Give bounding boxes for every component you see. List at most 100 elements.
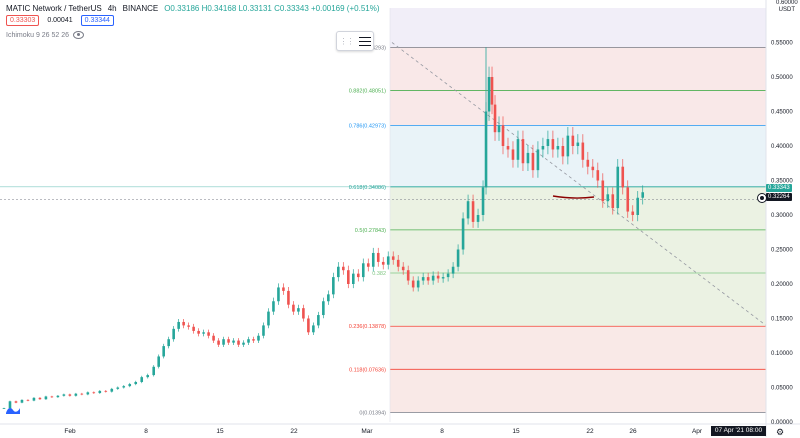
candle-body	[386, 256, 390, 265]
candle-body	[317, 315, 320, 326]
time-axis-label: 26	[629, 428, 637, 435]
time-axis-label: 15	[512, 428, 520, 435]
time-axis-label: Feb	[64, 428, 76, 435]
candle-body	[267, 311, 270, 326]
candle-body	[461, 218, 465, 250]
symbol-name[interactable]: MATIC Network / TetherUS	[6, 4, 102, 13]
candle-body	[192, 326, 195, 331]
fib-level-label: 0(0.01394)	[359, 410, 386, 416]
candle-body	[187, 325, 190, 327]
candle-body	[546, 139, 550, 146]
buy-button[interactable]: 0.33344	[80, 15, 114, 26]
candle-body	[232, 340, 235, 343]
candle-body	[282, 287, 285, 291]
candle-body	[2, 408, 6, 409]
candle-body	[551, 139, 555, 150]
fib-band	[390, 369, 766, 413]
tradingview-logo-icon[interactable]	[5, 405, 21, 415]
fib-level-label: 0.882(0.48051)	[349, 88, 386, 94]
price-axis-label: 0.45000	[771, 110, 793, 116]
candle-body	[497, 125, 501, 133]
candle-body	[74, 393, 78, 396]
candle-body	[337, 266, 340, 278]
candle-body	[466, 201, 470, 219]
candle-body	[172, 328, 175, 340]
candle-body	[62, 394, 66, 396]
candle-body	[531, 152, 535, 171]
candle-body	[140, 377, 144, 382]
price-axis-label: 0.25000	[771, 248, 793, 254]
candle-body	[347, 270, 350, 284]
candle-body	[431, 275, 435, 281]
price-axis-label: 0.20000	[771, 282, 793, 288]
candle-body	[636, 197, 640, 215]
candle-body	[56, 395, 60, 398]
candle-body	[134, 381, 138, 385]
indicator-legend[interactable]: Ichimoku 9 26 52 26	[6, 31, 85, 39]
candle-body	[38, 397, 42, 400]
candle-body	[307, 318, 310, 333]
candle-body	[481, 187, 485, 215]
interval-label[interactable]: 4h	[107, 4, 117, 13]
candle-body	[312, 325, 315, 333]
candle-body	[68, 394, 72, 396]
candle-body	[122, 386, 126, 388]
price-axis-label: 0.00000	[771, 420, 793, 426]
time-axis-label: Mar	[361, 428, 373, 435]
indicator-label: Ichimoku 9 26 52 26	[6, 31, 70, 39]
candle-body	[167, 339, 170, 347]
time-axis-label: 22	[586, 428, 594, 435]
crosshair-time-tag: 07 Apr '21 08:00	[711, 426, 766, 436]
price-axis-label: 0.55000	[771, 41, 793, 47]
candle-body	[302, 308, 305, 319]
time-axis-label: 22	[290, 428, 298, 435]
candle-body	[376, 252, 380, 262]
price-axis-label: 0.50000	[771, 75, 793, 81]
candle-body	[566, 135, 570, 157]
currency-label[interactable]: 0.60000 USDT	[776, 0, 798, 14]
candle-body	[506, 146, 510, 150]
add-alert-icon[interactable]	[757, 193, 767, 203]
candle-body	[272, 301, 275, 312]
candle-body	[50, 396, 54, 398]
candle-body	[292, 304, 295, 312]
fib-band	[390, 229, 766, 273]
candle-body	[611, 194, 615, 209]
candle-body	[406, 270, 410, 281]
gear-icon[interactable]: ⚙	[776, 427, 785, 437]
eye-icon[interactable]	[73, 31, 85, 39]
fib-level-label: 0.118(0.07636)	[349, 367, 386, 373]
trend-line[interactable]	[391, 42, 767, 326]
symbol-header: MATIC Network / TetherUS 4h BINANCE O0.3…	[6, 4, 380, 13]
brush-annotation[interactable]	[552, 195, 595, 199]
fib-band	[390, 272, 766, 327]
candle-body	[476, 215, 480, 222]
price-axis-label: 0.15000	[771, 317, 793, 323]
candle-body	[421, 277, 425, 281]
axis-top-price: 0.60000	[776, 0, 798, 6]
fib-level-label: 0.786(0.42973)	[349, 123, 386, 129]
candle-body	[536, 149, 540, 171]
drawing-toolbar[interactable]: ⋮⋮	[336, 31, 374, 51]
candle-body	[327, 294, 330, 302]
candle-body	[361, 263, 365, 278]
candle-body	[197, 330, 200, 334]
candle-body	[484, 111, 488, 188]
candle-body	[332, 277, 335, 295]
candle-body	[157, 356, 160, 367]
drag-handle-icon[interactable]: ⋮⋮	[339, 36, 355, 46]
candle-body	[441, 277, 445, 279]
candle-body	[128, 384, 132, 387]
price-axis-label: 0.10000	[771, 351, 793, 357]
fib-level-label: 0.5(0.27843)	[355, 228, 386, 234]
candle-body	[352, 273, 355, 284]
sell-button[interactable]: 0.33303	[6, 15, 40, 26]
menu-lines-icon[interactable]	[358, 36, 371, 46]
candle-body	[277, 287, 280, 302]
price-axis-label: 0.40000	[771, 144, 793, 150]
candle-body	[446, 273, 450, 278]
price-axis-label: 0.35000	[771, 179, 793, 185]
candle-body	[391, 256, 395, 260]
candle-body	[104, 390, 108, 392]
